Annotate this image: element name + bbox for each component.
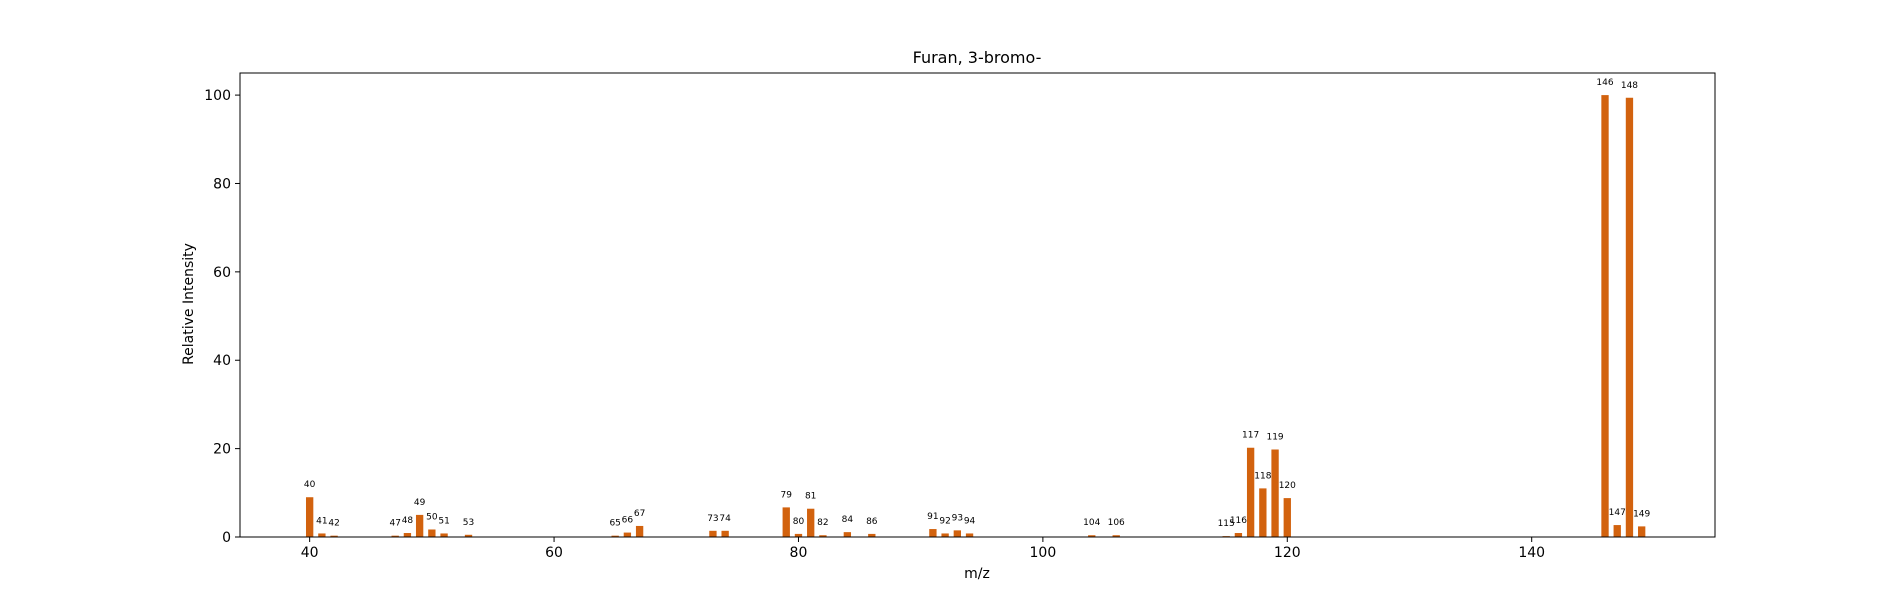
bar-mz-116: [1234, 533, 1243, 537]
bar-mz-51: [440, 533, 448, 537]
peak-label-65: 65: [609, 519, 620, 529]
bar-mz-104: [1088, 535, 1096, 537]
bar-mz-84: [843, 532, 852, 537]
peak-label-73: 73: [707, 514, 718, 524]
peak-label-66: 66: [622, 516, 634, 526]
peak-label-94: 94: [964, 516, 976, 526]
bar-mz-67: [635, 525, 644, 537]
peak-label-84: 84: [842, 515, 854, 525]
peak-label-118: 118: [1254, 471, 1271, 481]
bar-mz-117: [1246, 447, 1255, 537]
peak-label-120: 120: [1279, 481, 1296, 491]
bar-mz-53: [464, 534, 473, 537]
x-tick-label-40: 40: [301, 545, 319, 561]
bar-mz-94: [965, 533, 974, 537]
peak-label-79: 79: [781, 490, 793, 500]
y-tick-label-60: 60: [213, 265, 231, 281]
y-tick-label-40: 40: [213, 353, 231, 369]
peak-label-106: 106: [1108, 518, 1125, 528]
bar-mz-81: [807, 508, 815, 537]
bars-group: [305, 95, 1646, 537]
bar-mz-149: [1638, 526, 1646, 537]
bar-mz-106: [1112, 535, 1120, 537]
peak-label-49: 49: [414, 498, 426, 508]
peak-label-119: 119: [1266, 433, 1283, 443]
y-tick-label-0: 0: [222, 530, 231, 546]
peak-label-86: 86: [866, 517, 878, 527]
bar-mz-74: [721, 530, 729, 537]
peak-label-40: 40: [304, 480, 316, 490]
bar-mz-147: [1613, 525, 1621, 537]
bar-mz-79: [782, 507, 790, 537]
peak-label-67: 67: [634, 509, 645, 519]
peak-label-82: 82: [817, 518, 828, 528]
y-tick-label-100: 100: [204, 88, 231, 104]
peak-label-50: 50: [426, 512, 438, 522]
bar-mz-92: [941, 533, 949, 537]
peak-label-116: 116: [1230, 516, 1247, 526]
bar-mz-148: [1625, 97, 1634, 537]
peak-label-53: 53: [463, 518, 474, 528]
peak-label-42: 42: [328, 519, 339, 529]
peak-label-81: 81: [805, 492, 816, 502]
peak-label-117: 117: [1242, 431, 1259, 441]
peak-label-41: 41: [316, 516, 327, 526]
chart-title: Furan, 3-bromo-: [913, 48, 1042, 67]
bar-mz-47: [391, 535, 399, 537]
x-axis-label: m/z: [964, 566, 990, 582]
bar-mz-50: [428, 529, 436, 537]
bar-mz-118: [1259, 488, 1267, 537]
bar-mz-66: [623, 532, 632, 537]
bar-mz-40: [305, 497, 314, 537]
peak-label-148: 148: [1621, 81, 1638, 91]
peak-label-48: 48: [402, 516, 414, 526]
peak-label-149: 149: [1633, 509, 1650, 519]
bar-mz-80: [794, 533, 803, 537]
peak-label-147: 147: [1609, 508, 1626, 518]
bar-mz-82: [819, 535, 827, 537]
bar-mz-48: [403, 533, 412, 537]
x-tick-label-120: 120: [1274, 545, 1301, 561]
x-tick-label-140: 140: [1518, 545, 1545, 561]
bar-mz-73: [709, 530, 717, 537]
peak-label-92: 92: [939, 516, 950, 526]
bar-mz-65: [611, 535, 619, 537]
peak-label-47: 47: [389, 519, 400, 529]
peak-label-115: 115: [1218, 519, 1235, 529]
peak-label-104: 104: [1083, 518, 1100, 528]
y-tick-label-80: 80: [213, 176, 231, 192]
peak-label-146: 146: [1596, 78, 1613, 88]
bar-mz-146: [1601, 95, 1609, 537]
bar-mz-42: [330, 535, 338, 537]
peak-label-51: 51: [438, 516, 449, 526]
y-tick-label-20: 20: [213, 442, 231, 458]
bar-mz-91: [929, 529, 937, 537]
peak-label-80: 80: [793, 517, 805, 527]
x-axis: 40 60 80 100 120 140: [301, 537, 1545, 561]
bar-mz-119: [1271, 449, 1279, 537]
peak-label-93: 93: [952, 513, 963, 523]
bar-mz-93: [953, 530, 961, 537]
peak-label-91: 91: [927, 512, 938, 522]
plot-frame: [239, 72, 1716, 538]
peak-label-74: 74: [719, 514, 731, 524]
x-tick-label-80: 80: [790, 545, 808, 561]
bar-mz-120: [1283, 498, 1291, 537]
bar-mz-41: [318, 533, 326, 537]
bar-mz-49: [415, 514, 424, 537]
bar-mz-86: [868, 533, 876, 537]
x-tick-label-60: 60: [545, 545, 563, 561]
x-tick-label-100: 100: [1030, 545, 1057, 561]
y-axis: 0 20 40 60 80 100: [204, 88, 240, 546]
y-axis-label: Relative Intensity: [181, 243, 197, 365]
